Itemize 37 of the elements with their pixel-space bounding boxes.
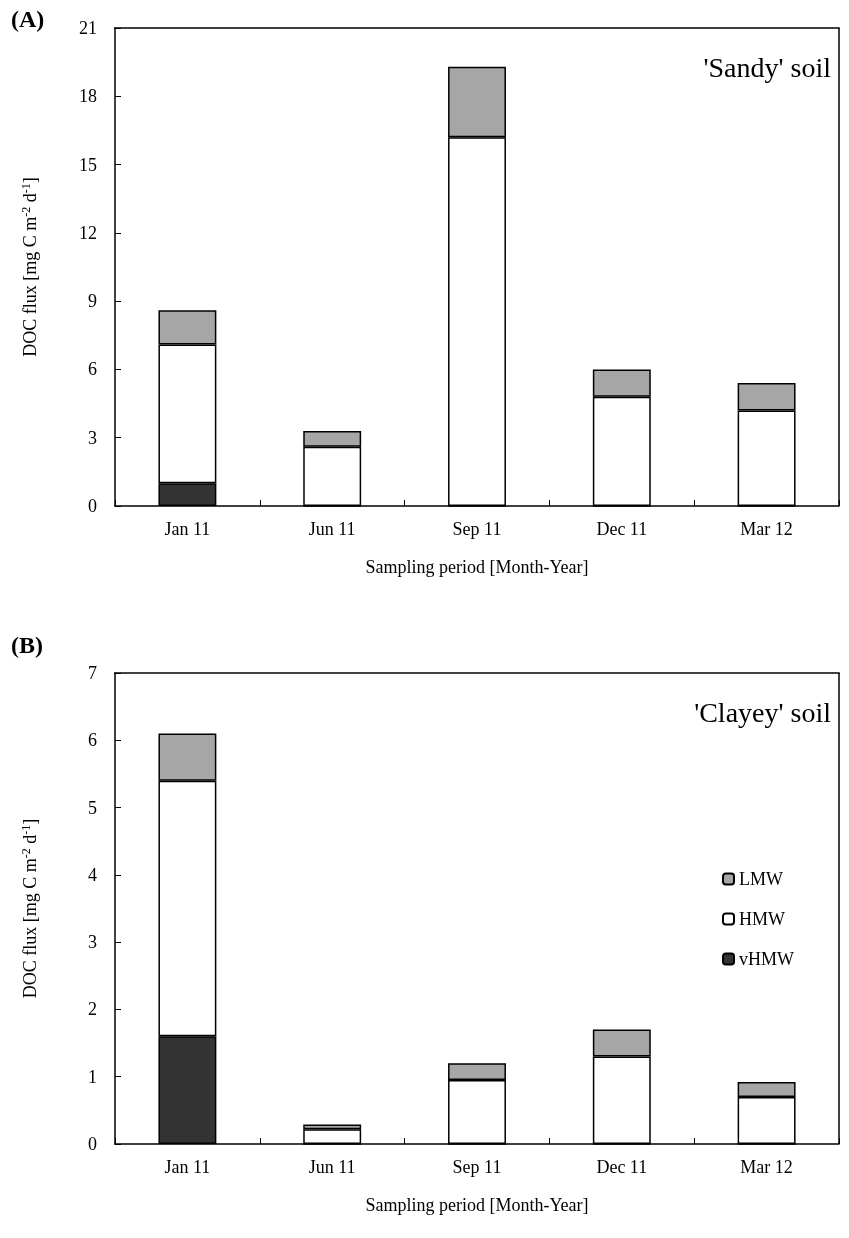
y-tick-label: 5 — [88, 797, 97, 818]
y-tick-label: 3 — [88, 427, 97, 448]
annotation: 'Sandy' soil — [703, 51, 832, 83]
x-tick-label: Jan 11 — [164, 519, 211, 539]
y-tick-label: 0 — [88, 496, 97, 516]
annotation: 'Clayey' soil — [694, 696, 832, 728]
y-tick-label: 6 — [88, 359, 97, 380]
legend-label: vHMW — [739, 949, 795, 969]
y-tick-label: 4 — [88, 864, 97, 885]
legend-label: HMW — [739, 909, 786, 929]
chart-title: (A) — [11, 6, 45, 32]
y-axis-title: DOC flux [mg C m-2 d-1] — [19, 818, 40, 999]
y-tick-label: 18 — [79, 86, 97, 107]
x-tick-label: Jun 11 — [308, 519, 356, 539]
chart-title: (B) — [11, 632, 43, 658]
y-tick-label: 6 — [88, 730, 97, 751]
y-tick-label: 0 — [88, 1134, 97, 1154]
y-tick-label: 2 — [88, 999, 97, 1020]
x-tick-label: Sep 11 — [452, 1157, 502, 1177]
x-tick-label: Sep 11 — [452, 519, 502, 539]
x-tick-label: Mar 12 — [740, 519, 793, 539]
x-tick-label: Dec 11 — [596, 519, 648, 539]
y-axis-title: DOC flux [mg C m-2 d-1] — [19, 177, 40, 357]
x-axis-title: Sampling period [Month-Year] — [365, 557, 589, 577]
y-tick-label: 3 — [88, 932, 97, 953]
x-tick-label: Dec 11 — [596, 1157, 648, 1177]
y-tick-label: 12 — [79, 222, 97, 243]
y-tick-label: 7 — [88, 663, 97, 683]
x-tick-label: Mar 12 — [740, 1157, 793, 1177]
y-tick-label: 9 — [88, 291, 97, 312]
x-axis-title: Sampling period [Month-Year] — [365, 1195, 589, 1215]
y-tick-label: 1 — [88, 1066, 97, 1087]
x-tick-label: Jan 11 — [164, 1157, 211, 1177]
y-tick-label: 21 — [79, 18, 97, 38]
y-tick-label: 15 — [79, 154, 97, 175]
legend-label: LMW — [739, 869, 784, 889]
x-tick-label: Jun 11 — [308, 1157, 356, 1177]
